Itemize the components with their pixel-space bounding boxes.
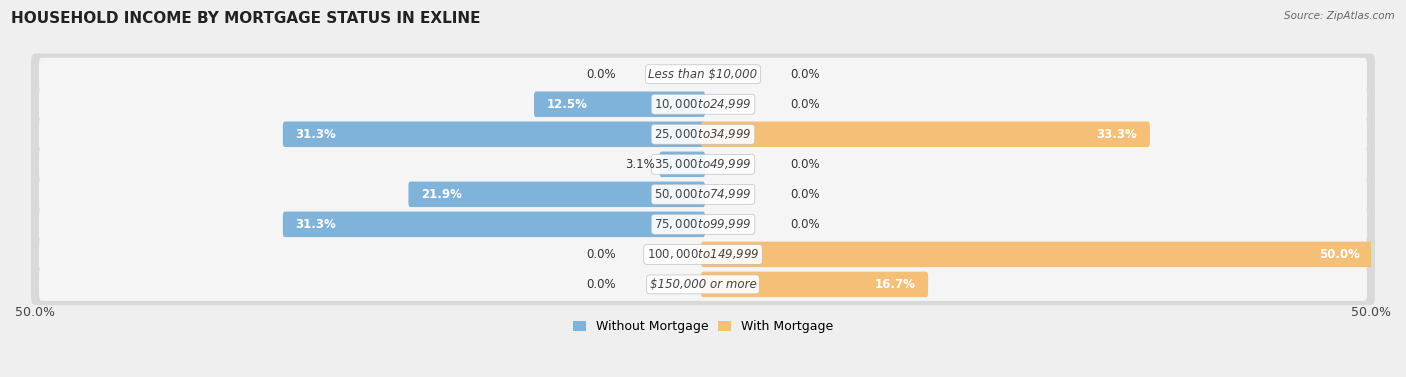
FancyBboxPatch shape [31,234,1375,275]
FancyBboxPatch shape [408,182,704,207]
Text: 3.1%: 3.1% [626,158,655,171]
Text: 0.0%: 0.0% [586,248,616,261]
Text: 0.0%: 0.0% [790,68,820,81]
FancyBboxPatch shape [283,121,704,147]
Text: $150,000 or more: $150,000 or more [650,278,756,291]
Text: $10,000 to $24,999: $10,000 to $24,999 [654,97,752,111]
Text: 0.0%: 0.0% [586,278,616,291]
FancyBboxPatch shape [31,144,1375,185]
Text: $100,000 to $149,999: $100,000 to $149,999 [647,247,759,261]
FancyBboxPatch shape [283,211,704,237]
FancyBboxPatch shape [39,58,1367,91]
FancyBboxPatch shape [39,268,1367,301]
Text: 0.0%: 0.0% [586,68,616,81]
Text: 12.5%: 12.5% [547,98,588,111]
Text: 21.9%: 21.9% [422,188,463,201]
Text: $50,000 to $74,999: $50,000 to $74,999 [654,187,752,201]
FancyBboxPatch shape [31,174,1375,215]
FancyBboxPatch shape [31,204,1375,245]
FancyBboxPatch shape [39,148,1367,181]
Text: Source: ZipAtlas.com: Source: ZipAtlas.com [1284,11,1395,21]
Text: 50.0%: 50.0% [1319,248,1361,261]
Text: 31.3%: 31.3% [295,218,336,231]
Text: $25,000 to $34,999: $25,000 to $34,999 [654,127,752,141]
Text: 31.3%: 31.3% [295,128,336,141]
FancyBboxPatch shape [31,264,1375,305]
Legend: Without Mortgage, With Mortgage: Without Mortgage, With Mortgage [568,316,838,339]
FancyBboxPatch shape [659,152,704,177]
Text: 0.0%: 0.0% [790,188,820,201]
FancyBboxPatch shape [39,208,1367,241]
FancyBboxPatch shape [702,242,1374,267]
Text: 0.0%: 0.0% [790,218,820,231]
FancyBboxPatch shape [31,54,1375,95]
Text: 16.7%: 16.7% [875,278,915,291]
FancyBboxPatch shape [39,88,1367,121]
FancyBboxPatch shape [31,113,1375,155]
Text: HOUSEHOLD INCOME BY MORTGAGE STATUS IN EXLINE: HOUSEHOLD INCOME BY MORTGAGE STATUS IN E… [11,11,481,26]
FancyBboxPatch shape [39,118,1367,151]
Text: $75,000 to $99,999: $75,000 to $99,999 [654,218,752,231]
Text: $35,000 to $49,999: $35,000 to $49,999 [654,157,752,171]
FancyBboxPatch shape [39,178,1367,211]
FancyBboxPatch shape [702,121,1150,147]
Text: 0.0%: 0.0% [790,158,820,171]
FancyBboxPatch shape [31,84,1375,125]
FancyBboxPatch shape [534,92,704,117]
FancyBboxPatch shape [39,238,1367,271]
FancyBboxPatch shape [702,272,928,297]
Text: 0.0%: 0.0% [790,98,820,111]
Text: 33.3%: 33.3% [1097,128,1137,141]
Text: Less than $10,000: Less than $10,000 [648,68,758,81]
